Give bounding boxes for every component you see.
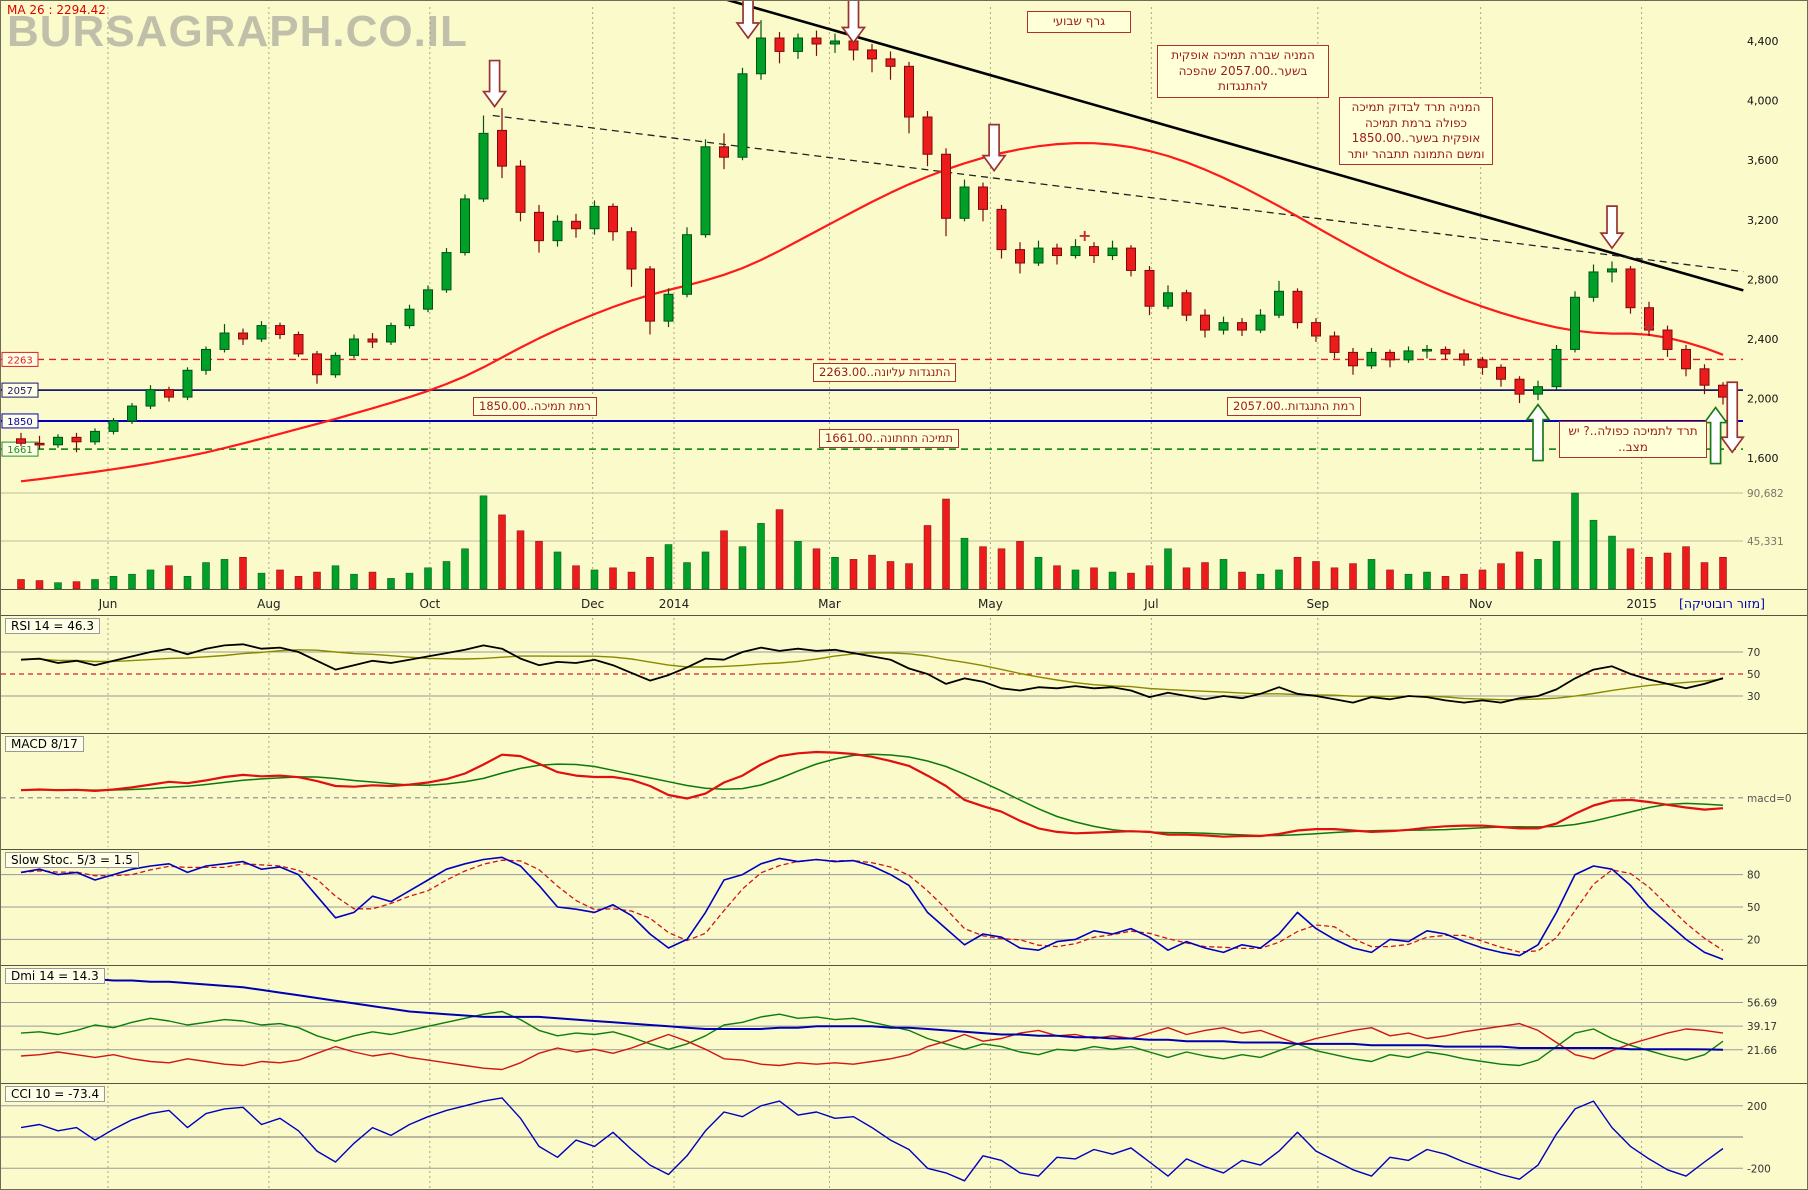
watermark: BURSAGRAPH.CO.IL	[7, 7, 468, 56]
annotation-upper-resistance: התנגדות עליונה..2263.00	[813, 363, 957, 382]
svg-text:30: 30	[1747, 691, 1760, 703]
macd-panel-label: MACD 8/17	[5, 736, 84, 752]
svg-text:Sep: Sep	[1307, 597, 1330, 611]
svg-text:Dec: Dec	[581, 597, 604, 611]
svg-text:50: 50	[1747, 669, 1760, 681]
svg-text:2263: 2263	[7, 355, 32, 366]
stock-name-label: [מזור רובוטיקה]	[1679, 596, 1766, 611]
svg-text:+: +	[1642, 317, 1655, 336]
svg-text:39.17: 39.17	[1747, 1021, 1777, 1033]
svg-text:May: May	[978, 597, 1003, 611]
svg-text:Jun: Jun	[98, 597, 118, 611]
svg-text:45,331: 45,331	[1747, 536, 1784, 548]
cci-panel-label: CCI 10 = -73.4	[5, 1086, 106, 1102]
svg-text:+: +	[1078, 226, 1091, 245]
annotation-weekly-chart: גרף שבועי	[1027, 11, 1131, 33]
svg-text:50: 50	[1747, 902, 1760, 914]
svg-text:1850: 1850	[7, 417, 32, 428]
annotation-support-level: רמת תמיכה..1850.00	[473, 397, 597, 416]
svg-text:4,000: 4,000	[1747, 95, 1779, 108]
svg-text:80: 80	[1747, 870, 1760, 882]
svg-text:20: 20	[1747, 934, 1760, 946]
svg-text:200: 200	[1747, 1101, 1767, 1113]
annotation-maybe-drop: תרד לתמיכה כפולה..? יש מצב..	[1559, 421, 1707, 459]
svg-text:Oct: Oct	[419, 597, 440, 611]
svg-text:-200: -200	[1747, 1163, 1771, 1175]
svg-text:70: 70	[1747, 647, 1760, 659]
svg-text:Mar: Mar	[818, 597, 841, 611]
svg-text:1661: 1661	[7, 445, 32, 456]
annotation-broke-support: המניה שברה תמיכה אופקית בשער..2057.00 שה…	[1157, 45, 1329, 98]
annotation-double-support: המניה תרד לבדוק תמיכה כפולה ברמת תמיכה א…	[1339, 97, 1493, 166]
svg-text:1,600: 1,600	[1747, 452, 1779, 465]
svg-text:3,600: 3,600	[1747, 154, 1779, 167]
rsi-panel-label: RSI 14 = 46.3	[5, 618, 100, 634]
svg-text:Nov: Nov	[1469, 597, 1492, 611]
svg-text:macd=0: macd=0	[1747, 793, 1792, 805]
annotation-lower-support: תמיכה תחתונה..1661.00	[819, 429, 959, 448]
svg-text:2057: 2057	[7, 386, 32, 397]
svg-text:2,800: 2,800	[1747, 273, 1779, 286]
svg-text:2,000: 2,000	[1747, 393, 1779, 406]
dmi-panel-label: Dmi 14 = 14.3	[5, 968, 105, 984]
svg-text:21.66: 21.66	[1747, 1045, 1777, 1057]
svg-text:2015: 2015	[1626, 597, 1657, 611]
stoch-panel-label: Slow Stoc. 5/3 = 1.5	[5, 852, 139, 868]
annotation-resistance-level: רמת התנגדות..2057.00	[1227, 397, 1361, 416]
svg-text:3,200: 3,200	[1747, 214, 1779, 227]
svg-text:90,682: 90,682	[1747, 488, 1784, 500]
svg-text:56.69: 56.69	[1747, 997, 1777, 1009]
svg-text:2014: 2014	[659, 597, 690, 611]
svg-text:Aug: Aug	[257, 597, 280, 611]
svg-text:2,400: 2,400	[1747, 333, 1779, 346]
svg-text:Jul: Jul	[1143, 597, 1158, 611]
ma-value-label: MA 26 : 2294.42	[7, 3, 106, 17]
svg-text:4,400: 4,400	[1747, 35, 1779, 48]
